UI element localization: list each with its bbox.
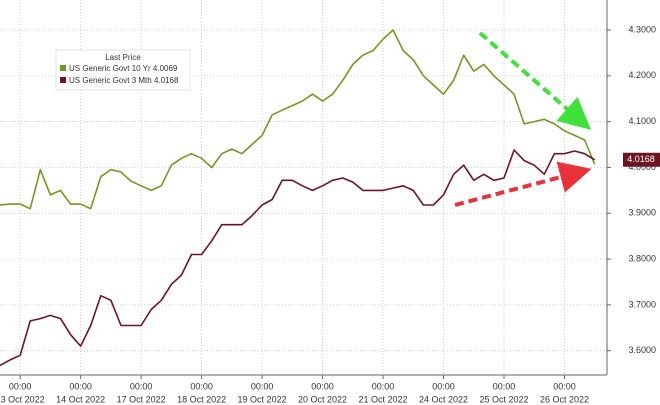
x-tick-label: 25 Oct 2022 <box>479 394 528 404</box>
x-tick-label: 00:00 <box>432 381 455 391</box>
legend-label: US Generic Govt 10 Yr 4.0069 <box>69 64 178 73</box>
badge-label: 4.0168 <box>627 154 655 164</box>
y-tick-label: 4.1000 <box>628 116 656 126</box>
x-tick-label: 00:00 <box>311 381 334 391</box>
legend-box <box>55 49 191 91</box>
x-tick-label: 00:00 <box>190 381 213 391</box>
lines <box>0 29 596 367</box>
x-tick-label: 00:00 <box>553 381 576 391</box>
legend-label: US Generic Govt 3 Mth 4.0168 <box>69 76 179 85</box>
x-tick-label: 00:00 <box>251 381 274 391</box>
x-tick-label: 00:00 <box>69 381 92 391</box>
y-tick-label: 3.9000 <box>628 208 656 218</box>
x-tick-label: 21 Oct 2022 <box>359 394 408 404</box>
x-tick-label: 00:00 <box>372 381 395 391</box>
x-tick-label: 18 Oct 2022 <box>177 394 226 404</box>
x-tick-label: 17 Oct 2022 <box>117 394 166 404</box>
legend-swatch <box>60 65 66 71</box>
trend-arrow <box>454 161 592 207</box>
legend-swatch <box>60 77 66 83</box>
legend-value: 4.0168 <box>154 76 179 85</box>
x-tick-label: 24 Oct 2022 <box>419 394 468 404</box>
last-value-badge: 4.0168 <box>623 152 660 167</box>
legend: Last Price US Generic Govt 10 Yr 4.0069 … <box>55 49 191 91</box>
x-tick-label: 19 Oct 2022 <box>238 394 287 404</box>
legend-title: Last Price <box>105 53 141 62</box>
badge-box <box>623 152 660 167</box>
x-tick-label: 13 Oct 2022 <box>0 394 45 404</box>
y-tick-label: 4.2000 <box>628 70 656 80</box>
legend-name: US Generic Govt 10 Yr <box>69 64 151 73</box>
y-tick-label: 4.0000 <box>628 162 656 172</box>
x-tick-label: 00:00 <box>9 381 32 391</box>
y-tick-label: 4.3000 <box>628 24 656 34</box>
y-tick-label: 3.8000 <box>628 253 656 263</box>
legend-name: US Generic Govt 3 Mth <box>69 76 152 85</box>
x-tick-label: 20 Oct 2022 <box>298 394 347 404</box>
y-tick-label: 3.7000 <box>628 299 656 309</box>
x-tick-label: 00:00 <box>130 381 153 391</box>
series-line <box>0 149 596 367</box>
x-tick-label: 26 Oct 2022 <box>540 394 589 404</box>
trend-arrow <box>478 31 592 130</box>
legend-value: 4.0069 <box>153 64 178 73</box>
y-tick-label: 3.6000 <box>628 345 656 355</box>
series-line <box>0 29 596 210</box>
x-tick-label: 14 Oct 2022 <box>56 394 105 404</box>
x-tick-label: 00:00 <box>493 381 516 391</box>
